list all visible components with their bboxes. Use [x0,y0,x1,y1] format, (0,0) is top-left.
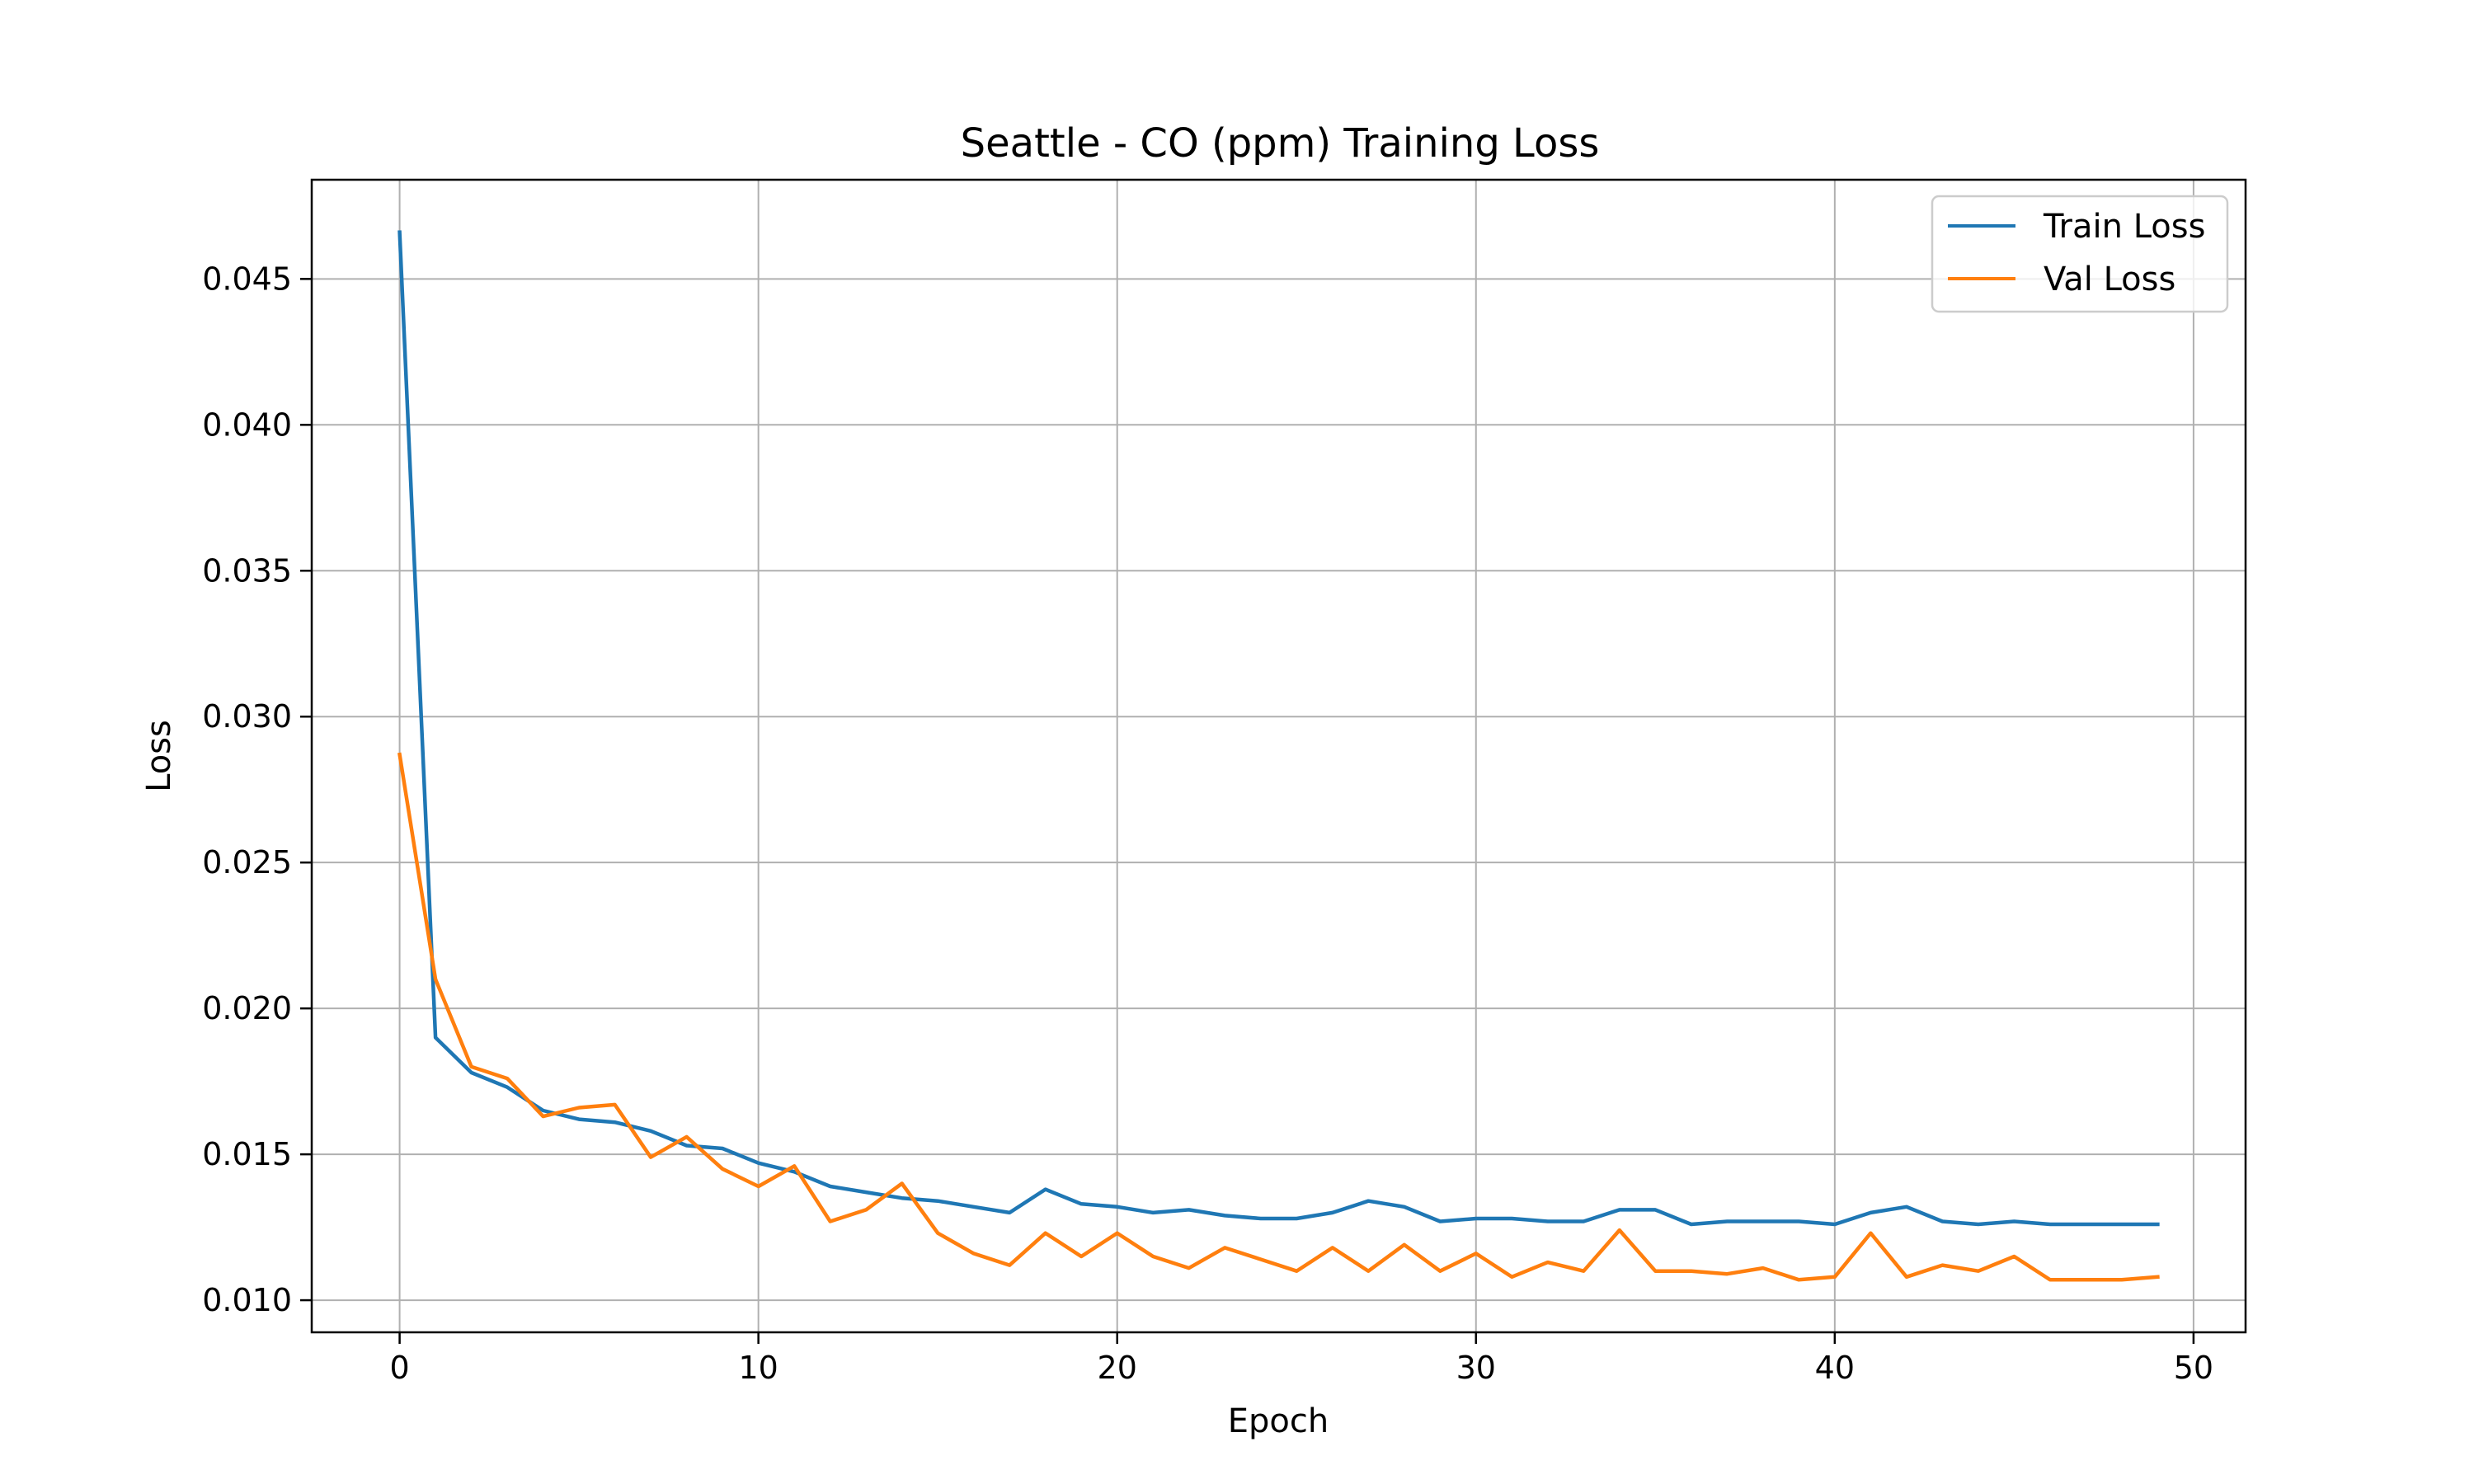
val-loss-line [397,752,2160,1282]
series-lines [397,230,2160,1282]
y-tick-label: 0.025 [202,844,292,881]
x-tick-label: 20 [1098,1350,1137,1386]
train-loss-line [397,230,2160,1227]
y-tick-label: 0.045 [202,261,292,297]
x-axis-label: Epoch [1228,1402,1329,1440]
plot-frame [310,178,2247,1334]
chart-title: Seattle - CO (ppm) Training Loss [961,120,1600,167]
ticks: 0 10 20 30 40 50 0.010 0.015 0.020 0.025 0.030 0.03… [202,261,2213,1386]
y-tick-label: 0.035 [202,552,292,589]
legend-label-train: Train Loss [2043,208,2205,246]
x-tick-label: 0 [389,1350,409,1386]
legend: Train Loss Val Loss [1931,195,2229,313]
y-tick-label: 0.020 [202,990,292,1026]
x-tick-label: 50 [2174,1350,2213,1386]
y-axis-label: Loss [140,720,178,792]
x-tick-label: 10 [738,1350,778,1386]
y-tick-label: 0.010 [202,1282,292,1318]
y-tick-label: 0.015 [202,1136,292,1172]
y-tick-label: 0.040 [202,406,292,443]
x-tick-label: 40 [1815,1350,1855,1386]
x-tick-label: 30 [1456,1350,1496,1386]
y-tick-label: 0.030 [202,698,292,735]
grid [312,180,2246,1332]
legend-label-val: Val Loss [2044,261,2175,298]
